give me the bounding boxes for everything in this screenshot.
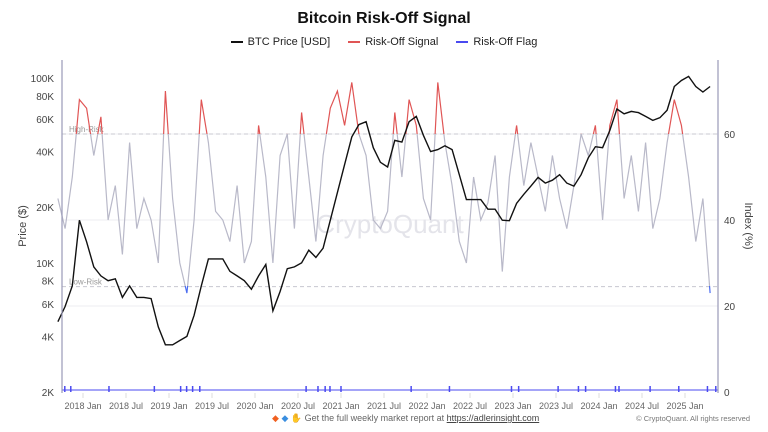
x-tick-label: 2021 Jul [367,401,401,411]
left-tick-label: 6K [42,300,55,311]
x-tick-label: 2018 Jul [109,401,143,411]
left-axis-title: Price ($) [17,205,29,247]
left-tick-label: 10K [36,259,54,270]
legend-swatch [456,41,469,43]
x-tick-label: 2018 Jan [64,401,101,411]
x-tick-label: 2024 Jan [580,401,617,411]
right-tick-label: 20 [724,302,736,313]
blue-diamond-icon: ◆ [281,413,289,423]
left-tick-label: 100K [31,74,55,85]
left-tick-label: 2K [42,388,55,399]
btc-price-line [57,75,711,346]
left-tick-label: 8K [42,277,55,288]
risk-signal-line-high [75,82,684,134]
raised-hands-icon: ✋ [290,413,303,423]
legend-label: Risk-Off Flag [473,36,538,48]
x-tick-label: 2023 Jan [494,401,531,411]
watermark: CryptoQuant [316,209,464,239]
risk-signal-line-low [184,286,711,294]
footer-text: Get the full weekly market report at [304,413,447,423]
left-tick-label: 4K [42,332,55,343]
left-tick-label: 80K [36,92,54,103]
legend-swatch [230,41,243,43]
x-tick-label: 2019 Jan [150,401,187,411]
x-tick-label: 2020 Jul [281,401,315,411]
legend: BTC Price [USD] Risk-Off Signal Risk-Off… [0,36,768,48]
orange-diamond-icon: ◆ [272,413,279,423]
right-tick-label: 0 [724,388,730,399]
x-tick-label: 2021 Jan [322,401,359,411]
x-tick-label: 2022 Jul [453,401,487,411]
report-link[interactable]: https://adlerinsight.com [446,413,540,423]
left-tick-label: 60K [36,115,54,126]
x-tick-label: 2025 Jan [666,401,703,411]
legend-item-flag[interactable]: Risk-Off Flag [456,36,537,48]
legend-label: Risk-Off Signal [365,36,439,48]
right-tick-label: 40 [724,216,736,227]
left-tick-label: 40K [36,148,54,159]
footer: ◆ ◆ ✋ Get the full weekly market report … [272,413,539,424]
legend-item-signal[interactable]: Risk-Off Signal [348,36,438,48]
right-axis-title: Index (%) [742,202,754,249]
x-tick-label: 2024 Jul [625,401,659,411]
legend-label: BTC Price [USD] [247,36,331,48]
threshold-label: High-Risk [69,125,105,134]
x-tick-label: 2020 Jan [236,401,273,411]
x-tick-label: 2023 Jul [539,401,573,411]
threshold-label: Low-Risk [69,278,103,287]
left-tick-label: 20K [36,203,54,214]
x-tick-label: 2022 Jan [408,401,445,411]
legend-swatch [348,41,361,43]
copyright: © CryptoQuant. All rights reserved [636,414,750,423]
right-tick-label: 60 [724,130,736,141]
legend-item-btc[interactable]: BTC Price [USD] [230,36,331,48]
chart-title: Bitcoin Risk-Off Signal [297,10,471,27]
risk-signal-line-neutral [57,134,711,286]
x-tick-label: 2019 Jul [195,401,229,411]
